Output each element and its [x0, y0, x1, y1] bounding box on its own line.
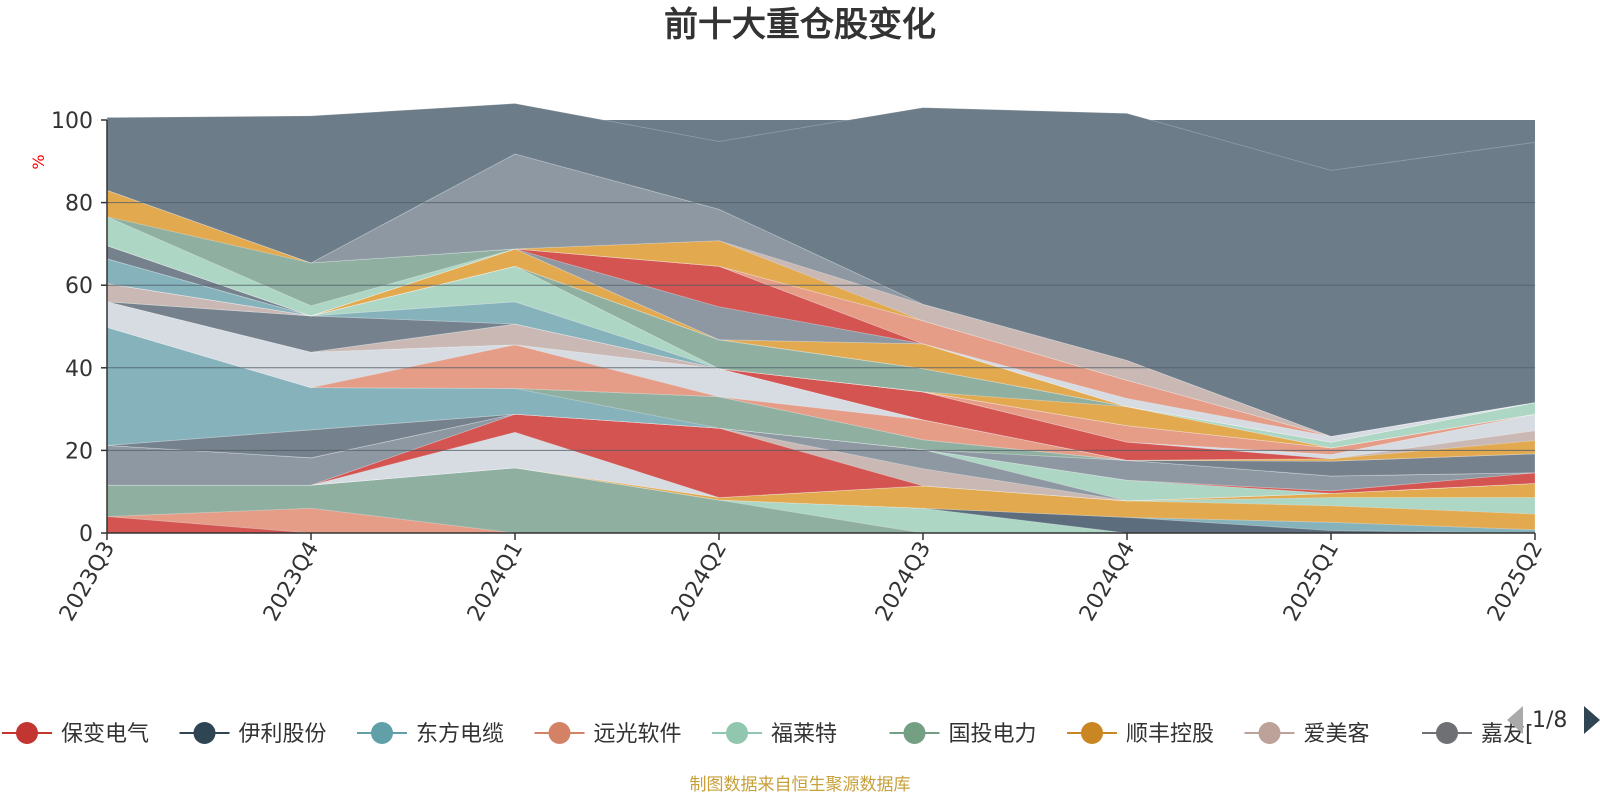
x-tick-label: 2024Q3 — [871, 538, 936, 626]
legend-item[interactable]: 远光软件 — [534, 722, 682, 747]
legend-prev-page-icon[interactable] — [1507, 706, 1523, 734]
y-tick-label: 0 — [79, 522, 93, 547]
legend-item[interactable]: 爱美客 — [1244, 722, 1370, 747]
data-source-note: 制图数据来自恒生聚源数据库 — [690, 775, 911, 795]
legend-label: 国投电力 — [949, 722, 1037, 747]
legend-item[interactable]: 保变电气 — [2, 722, 149, 747]
legend-marker-icon — [726, 722, 748, 744]
y-axis-unit-label: % — [29, 154, 48, 169]
x-tick-label: 2025Q2 — [1483, 538, 1548, 626]
legend-page-indicator: 1/8 — [1532, 708, 1567, 733]
legend-item[interactable]: 福莱特 — [712, 722, 837, 747]
legend[interactable]: 保变电气 伊利股份 东方电缆 远光软件 福莱特 国投电力 顺丰控股 爱美客 嘉友[ — [2, 722, 1534, 747]
legend-item[interactable]: 嘉友[ — [1422, 722, 1534, 747]
y-tick-label: 40 — [65, 357, 93, 382]
y-tick-label: 80 — [65, 192, 93, 217]
x-tick-label: 2023Q4 — [259, 538, 324, 626]
legend-marker-icon — [548, 722, 571, 744]
x-tick-label: 2024Q4 — [1075, 538, 1140, 626]
legend-marker-icon — [371, 722, 393, 744]
chart-title: 前十大重仓股变化 — [664, 5, 936, 45]
x-tick-label: 2024Q1 — [463, 538, 528, 626]
legend-item[interactable]: 东方电缆 — [357, 722, 504, 747]
legend-item[interactable]: 顺丰控股 — [1067, 722, 1214, 747]
legend-next-page-icon[interactable] — [1584, 706, 1600, 734]
legend-item[interactable]: 国投电力 — [889, 722, 1037, 747]
legend-label: 福莱特 — [771, 722, 837, 747]
legend-label: 伊利股份 — [239, 722, 327, 747]
series-area-47 — [106, 103, 1536, 437]
legend-label: 爱美客 — [1304, 722, 1370, 747]
legend-marker-icon — [1081, 722, 1103, 744]
legend-marker-icon — [1258, 722, 1281, 744]
x-tick-label: 2024Q2 — [667, 538, 732, 626]
legend-label: 保变电气 — [61, 722, 149, 747]
x-axis-ticks: 2023Q3 2023Q4 2024Q1 2024Q2 2024Q3 2024Q4 2025… — [55, 533, 1548, 626]
series-areas — [106, 103, 1536, 534]
y-tick-label: 20 — [65, 439, 93, 464]
y-axis-ticks: 0 20 40 60 80 100 — [51, 109, 107, 547]
legend-marker-icon — [16, 722, 38, 744]
legend-marker-icon — [193, 722, 216, 744]
legend-marker-icon — [903, 722, 926, 744]
y-tick-label: 60 — [65, 274, 93, 299]
gridlines — [107, 202, 1535, 451]
legend-label: 顺丰控股 — [1126, 722, 1214, 747]
legend-marker-icon — [1436, 722, 1458, 744]
legend-label: 远光软件 — [594, 722, 682, 747]
legend-label: 东方电缆 — [416, 722, 504, 747]
x-tick-label: 2023Q3 — [55, 538, 120, 626]
legend-item[interactable]: 伊利股份 — [179, 722, 327, 747]
legend-label: 嘉友[ — [1481, 722, 1534, 747]
y-tick-label: 100 — [51, 109, 93, 134]
axes — [106, 120, 1535, 534]
legend-pager: 1/8 — [1507, 706, 1600, 734]
x-tick-label: 2025Q1 — [1279, 538, 1344, 626]
